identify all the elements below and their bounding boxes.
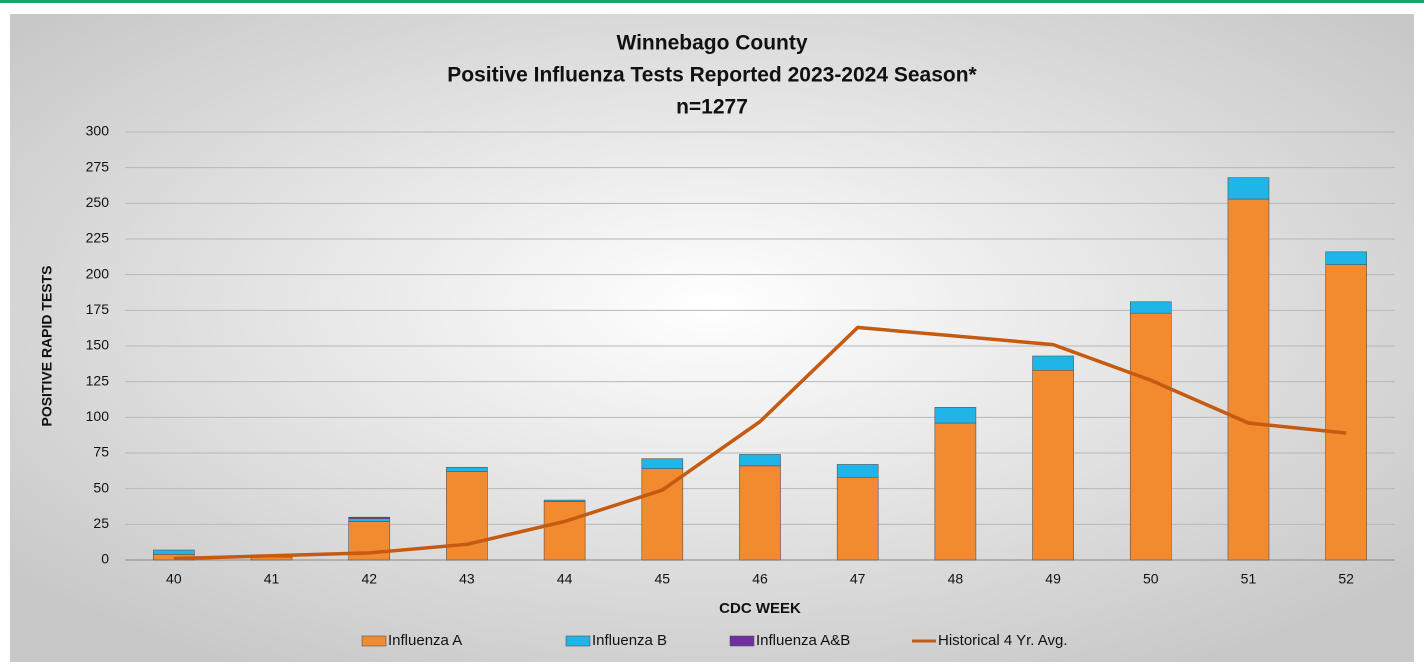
bar	[1227, 177, 1270, 200]
bar	[1032, 369, 1074, 561]
bar	[1227, 198, 1270, 561]
x-tick-label: 50	[1143, 571, 1159, 587]
x-tick-label: 47	[850, 571, 866, 587]
y-axis-label: POSITIVE RAPID TESTS	[39, 265, 55, 426]
y-tick-label: 175	[86, 301, 110, 317]
bar	[641, 468, 684, 561]
y-tick-label: 25	[93, 515, 109, 531]
x-tick-label: 46	[752, 571, 768, 587]
x-tick-label: 48	[948, 571, 964, 587]
legend-label: Influenza A&B	[756, 632, 850, 649]
bar	[348, 516, 391, 519]
legend-swatch	[729, 635, 755, 647]
x-axis-label: CDC WEEK	[719, 600, 801, 617]
x-tick-label: 49	[1045, 571, 1061, 587]
bar	[836, 464, 879, 478]
y-tick-label: 250	[86, 194, 110, 210]
bar	[348, 518, 391, 522]
y-tick-label: 50	[93, 479, 109, 495]
bar	[739, 454, 781, 467]
bar	[1032, 355, 1074, 371]
y-tick-label: 275	[86, 158, 110, 174]
top-border	[0, 0, 1424, 3]
bar	[739, 465, 781, 561]
y-tick-label: 75	[93, 444, 109, 460]
y-tick-label: 0	[101, 551, 109, 567]
legend-label: Historical 4 Yr. Avg.	[938, 632, 1068, 649]
y-tick-label: 200	[86, 265, 110, 281]
chart-note: n=1277	[676, 96, 748, 119]
bar	[153, 549, 195, 555]
x-tick-label: 42	[361, 571, 377, 587]
x-tick-label: 52	[1338, 571, 1354, 587]
bar	[1129, 301, 1172, 314]
chart-title: Winnebago County	[616, 32, 807, 55]
legend-label: Influenza B	[592, 632, 667, 649]
x-tick-label: 43	[459, 571, 475, 587]
bar	[641, 458, 684, 469]
x-tick-label: 40	[166, 571, 182, 587]
bar	[446, 466, 488, 472]
y-tick-label: 100	[86, 408, 110, 424]
line-series	[173, 325, 1347, 561]
y-tick-label: 300	[86, 123, 110, 139]
bar	[1129, 312, 1172, 561]
bar	[934, 422, 977, 561]
x-tick-label: 44	[557, 571, 573, 587]
legend-swatch	[565, 635, 591, 647]
chart-background	[10, 14, 1414, 662]
bar	[934, 407, 977, 424]
legend-label: Influenza A	[388, 632, 462, 649]
bar	[543, 501, 586, 561]
legend-swatch	[361, 635, 387, 647]
chart-subtitle: Positive Influenza Tests Reported 2023-2…	[447, 64, 977, 87]
y-tick-label: 125	[86, 372, 110, 388]
bar	[543, 499, 586, 502]
x-tick-label: 41	[264, 571, 280, 587]
bar	[1325, 251, 1367, 265]
bar	[836, 476, 879, 561]
x-tick-label: 45	[655, 571, 671, 587]
x-tick-label: 51	[1241, 571, 1257, 587]
y-tick-label: 150	[86, 337, 110, 353]
bar	[1325, 264, 1367, 561]
y-tick-label: 225	[86, 230, 110, 246]
